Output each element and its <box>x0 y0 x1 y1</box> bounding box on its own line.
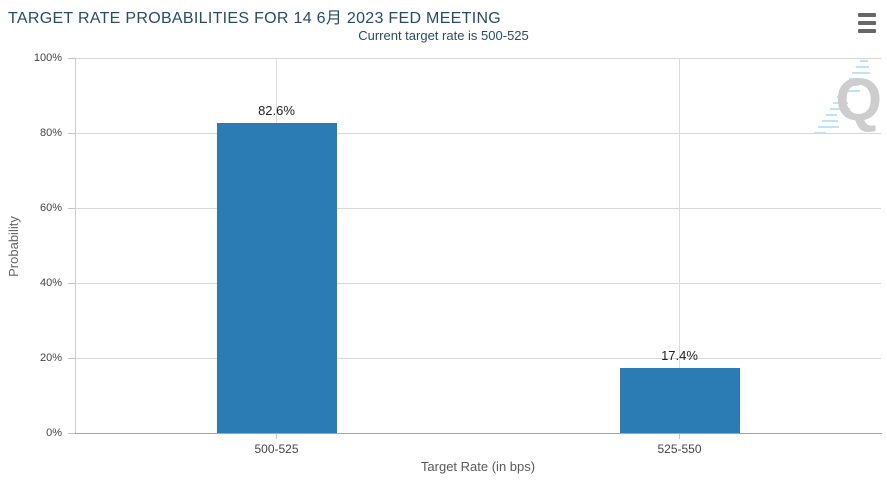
bar-500-525[interactable] <box>216 123 337 433</box>
y-axis-tick-label: 60% <box>39 202 62 214</box>
hamburger-menu-icon <box>858 13 876 17</box>
chart-title: TARGET RATE PROBABILITIES FOR 14 6月 2023… <box>8 10 502 27</box>
bar-value-label: 82.6% <box>258 103 295 118</box>
watermark-dash <box>856 66 870 68</box>
y-gridline <box>75 282 881 284</box>
y-gridline <box>75 132 881 134</box>
watermark-dash <box>848 78 858 80</box>
watermark-dash <box>841 90 860 92</box>
y-gridline <box>75 57 881 59</box>
y-axis-title: Probability <box>6 216 21 277</box>
y-axis-tick <box>68 207 75 209</box>
y-axis-tick <box>68 57 75 59</box>
watermark-dash <box>829 108 850 110</box>
y-axis-tick <box>68 432 75 434</box>
y-gridline <box>75 357 881 359</box>
y-axis-tick <box>68 282 75 284</box>
y-axis-tick-label: 20% <box>39 352 62 364</box>
y-axis-line <box>75 58 76 433</box>
watermark-dash <box>822 120 838 122</box>
chart-context-menu-button[interactable] <box>858 13 876 34</box>
hamburger-menu-icon <box>858 21 876 25</box>
watermark-q-letter: Q <box>835 66 882 133</box>
y-axis-tick-label: 80% <box>39 127 62 139</box>
watermark-dash <box>818 126 840 128</box>
watermark-dash <box>825 114 837 116</box>
watermark-dash <box>852 72 871 74</box>
x-axis-category-label: 500-525 <box>254 442 299 456</box>
watermark-dash <box>844 84 859 86</box>
x-axis-line <box>75 433 882 434</box>
bar-value-label: 17.4% <box>661 348 698 363</box>
y-axis-tick-label: 100% <box>33 52 62 64</box>
hamburger-menu-icon <box>858 29 876 33</box>
y-axis-tick <box>68 132 75 134</box>
watermark-dash <box>837 96 848 98</box>
watermark-dash <box>833 102 849 104</box>
chart-subtitle: Current target rate is 500-525 <box>358 28 529 43</box>
y-axis-tick-label: 0% <box>46 427 62 439</box>
y-axis-tick <box>68 357 75 359</box>
y-axis-tick-label: 40% <box>39 277 62 289</box>
x-axis-tick <box>679 433 680 439</box>
x-axis-title: Target Rate (in bps) <box>420 459 536 474</box>
x-gridline <box>679 58 680 433</box>
watermark-dash <box>860 60 868 62</box>
bar-525-550[interactable] <box>619 368 740 433</box>
x-axis-tick <box>276 433 277 439</box>
quikstrike-q-watermark-logo: Q <box>810 58 886 144</box>
y-gridline <box>75 207 881 209</box>
x-axis-category-label: 525-550 <box>657 442 702 456</box>
